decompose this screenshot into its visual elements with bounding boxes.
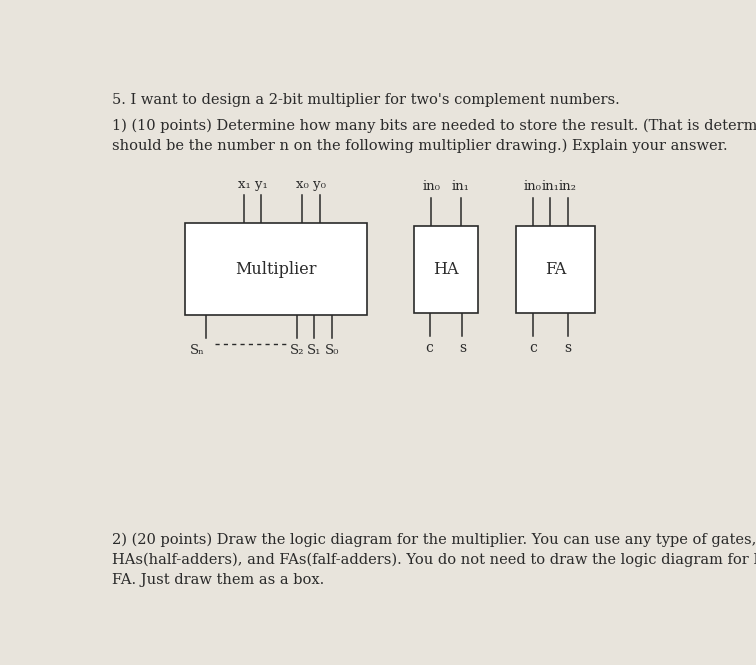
Text: Sₙ: Sₙ xyxy=(190,344,204,356)
Text: in₁: in₁ xyxy=(452,180,469,194)
Text: c: c xyxy=(528,341,537,355)
Text: in₁: in₁ xyxy=(541,180,559,194)
Text: in₀: in₀ xyxy=(423,180,441,194)
Text: x₀ y₀: x₀ y₀ xyxy=(296,178,327,191)
Text: S₁: S₁ xyxy=(307,344,321,356)
Text: s: s xyxy=(459,341,466,355)
Text: Multiplier: Multiplier xyxy=(235,261,317,278)
Bar xyxy=(516,225,596,313)
Text: S₂: S₂ xyxy=(290,344,304,356)
Text: 5. I want to design a 2-bit multiplier for two's complement numbers.: 5. I want to design a 2-bit multiplier f… xyxy=(112,92,620,106)
Text: in₀: in₀ xyxy=(524,180,542,194)
Text: in₂: in₂ xyxy=(559,180,577,194)
Text: c: c xyxy=(426,341,434,355)
Text: s: s xyxy=(564,341,572,355)
Text: HA: HA xyxy=(433,261,459,278)
Text: x₁ y₁: x₁ y₁ xyxy=(238,178,268,191)
Text: FA: FA xyxy=(545,261,566,278)
Text: 2) (20 points) Draw the logic diagram for the multiplier. You can use any type o: 2) (20 points) Draw the logic diagram fo… xyxy=(112,533,756,587)
Text: S₀: S₀ xyxy=(324,344,339,356)
Bar xyxy=(414,225,479,313)
Text: 1) (10 points) Determine how many bits are needed to store the result. (That is : 1) (10 points) Determine how many bits a… xyxy=(112,118,756,153)
Bar xyxy=(185,223,367,315)
